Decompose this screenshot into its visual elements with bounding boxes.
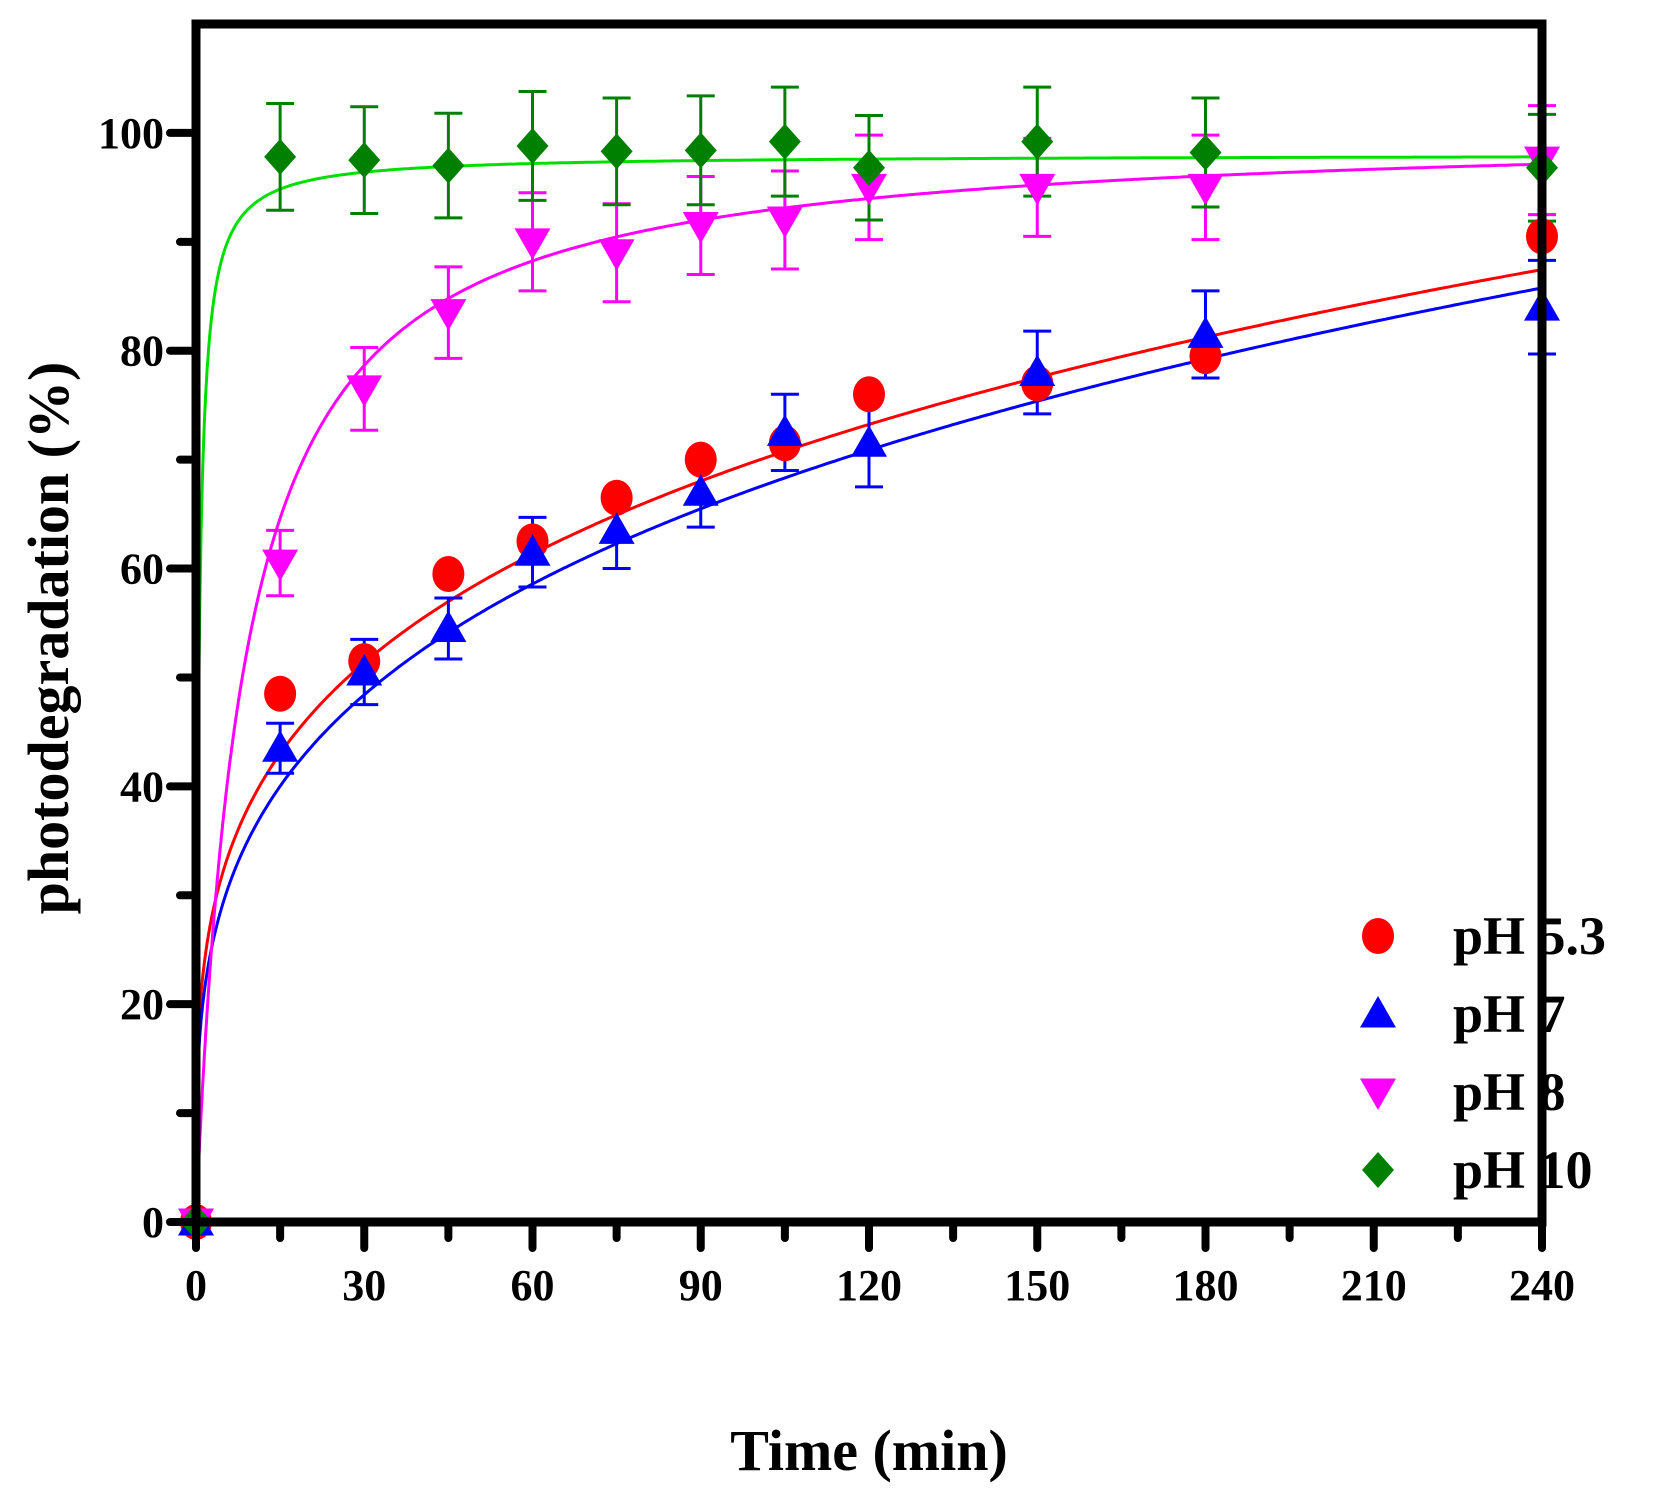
data-point — [1021, 123, 1054, 160]
x-tick-label: 60 — [511, 1261, 555, 1310]
y-axis-ticks: 0 20 40 60 80 100 — [98, 109, 200, 1247]
data-point — [1019, 173, 1056, 206]
data-point — [346, 375, 383, 407]
legend-marker — [1362, 1152, 1394, 1188]
data-point — [516, 127, 549, 164]
data-point — [262, 549, 299, 582]
legend-marker — [1362, 918, 1394, 954]
x-tick-label: 240 — [1509, 1261, 1575, 1310]
data-point — [851, 425, 887, 457]
data-point — [600, 479, 633, 516]
data-point — [684, 441, 717, 478]
data-point — [432, 147, 465, 184]
data-point — [1189, 134, 1222, 171]
x-axis-ticks: 0 30 60 90 120 150 180 210 240 — [185, 1218, 1575, 1310]
data-point — [514, 228, 551, 260]
data-point — [346, 654, 383, 686]
y-tick-label: 0 — [142, 1198, 164, 1247]
data-point — [684, 132, 717, 169]
x-tick-label: 90 — [679, 1261, 723, 1310]
data-point — [766, 414, 803, 446]
legend-label: pH 8 — [1453, 1062, 1566, 1122]
legend-marker — [1360, 996, 1396, 1028]
data-point — [600, 133, 633, 170]
x-tick-label: 30 — [342, 1261, 386, 1310]
data-point — [1187, 173, 1224, 206]
data-point — [768, 123, 801, 160]
data-point — [851, 173, 887, 206]
data-point — [430, 610, 467, 642]
legend: pH 5.3 pH 7 pH 8 pH 10 — [1360, 906, 1606, 1200]
data-point — [348, 142, 381, 179]
data-point — [853, 149, 885, 186]
y-axis-title: photodegradation (%) — [16, 362, 81, 915]
data-point — [682, 211, 719, 244]
legend-label: pH 5.3 — [1453, 906, 1606, 966]
data-point — [853, 376, 885, 413]
data-point — [682, 474, 719, 506]
x-tick-label: 120 — [836, 1261, 902, 1310]
data-point — [514, 534, 551, 566]
x-tick-label: 150 — [1004, 1261, 1070, 1310]
x-tick-label: 210 — [1341, 1261, 1407, 1310]
x-tick-label: 180 — [1173, 1261, 1239, 1310]
data-point — [262, 730, 299, 762]
y-tick-label: 100 — [98, 109, 164, 158]
data-point — [264, 675, 297, 712]
y-tick-label: 20 — [120, 980, 164, 1029]
y-tick-label: 40 — [120, 762, 164, 811]
data-point — [598, 512, 635, 544]
data-point — [766, 206, 803, 239]
data-point — [1019, 354, 1056, 387]
data-point — [432, 555, 465, 592]
data-point — [430, 299, 467, 331]
y-tick-label: 80 — [120, 327, 164, 376]
y-tick-label: 60 — [120, 545, 164, 594]
legend-marker — [1360, 1078, 1396, 1110]
data-point — [1187, 316, 1224, 348]
data-point — [264, 138, 297, 175]
legend-label: pH 7 — [1453, 984, 1566, 1044]
x-axis-title: Time (min) — [730, 1418, 1008, 1483]
legend-label: pH 10 — [1453, 1140, 1593, 1200]
data-point — [598, 239, 635, 271]
x-tick-label: 0 — [185, 1261, 207, 1310]
